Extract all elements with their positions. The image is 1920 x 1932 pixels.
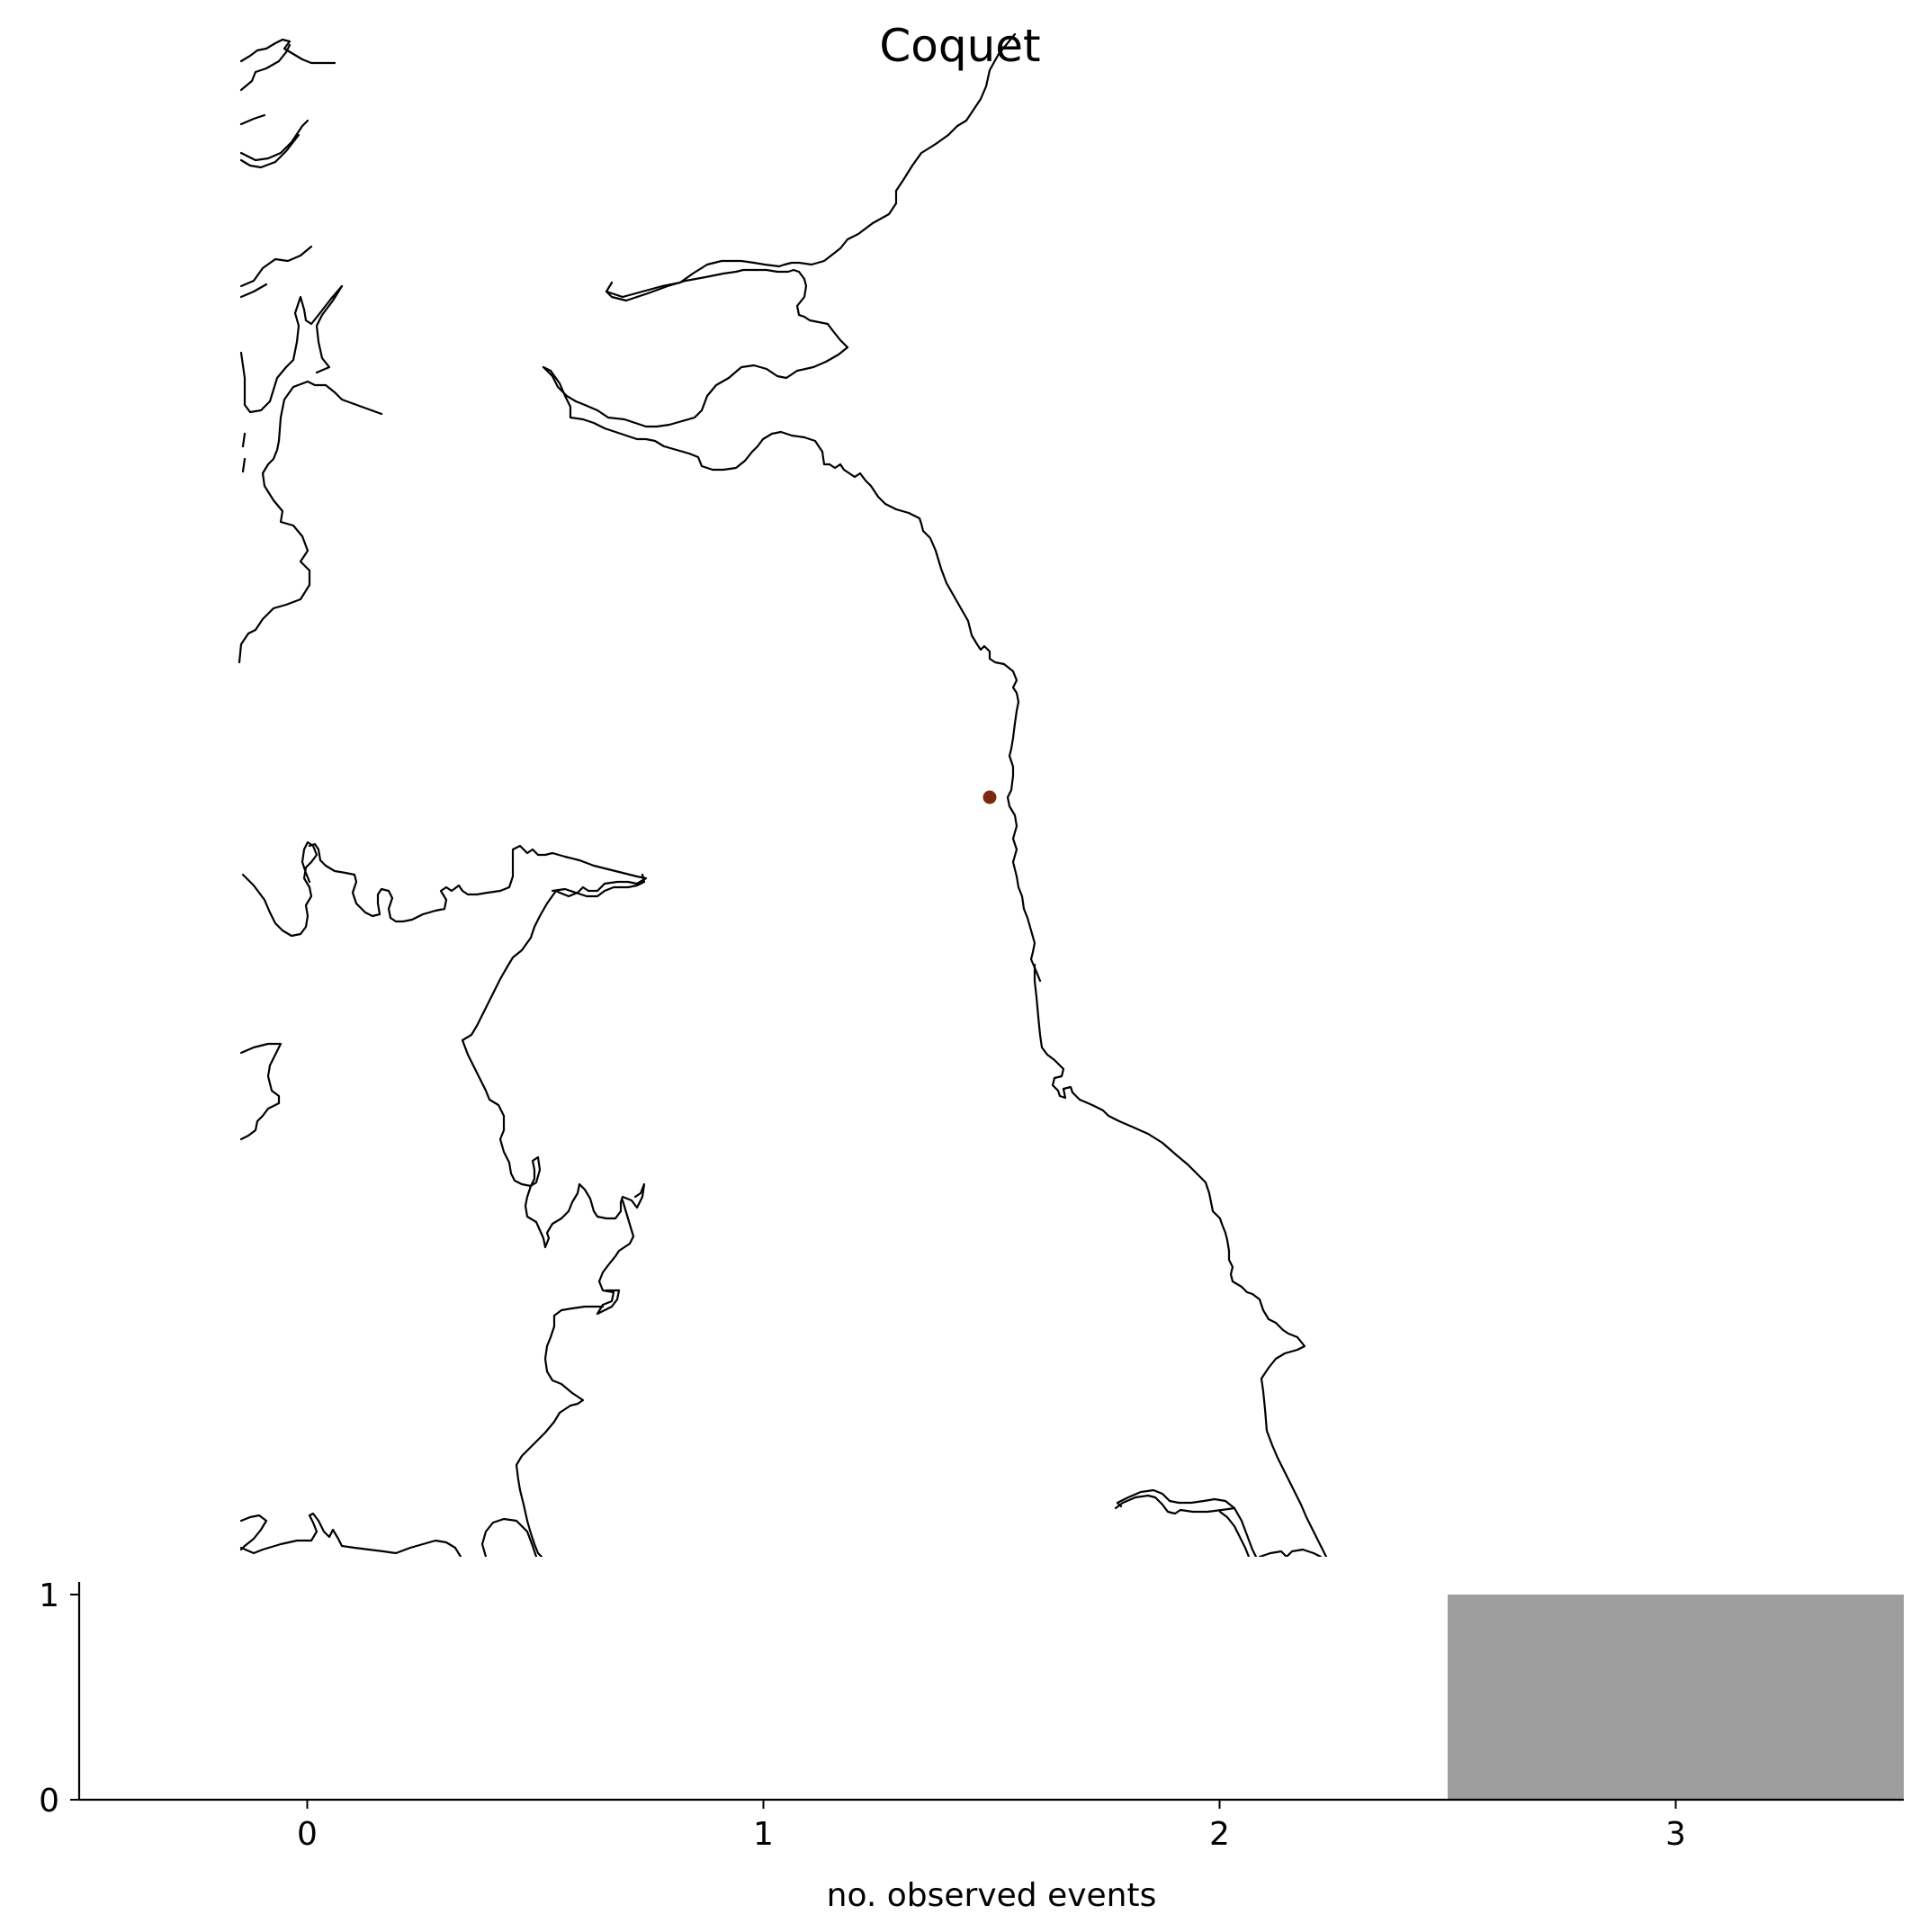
y-tick-label: 1 bbox=[39, 1577, 59, 1614]
coast-segment bbox=[241, 840, 319, 938]
site-marker bbox=[982, 790, 997, 804]
coast-segment bbox=[239, 284, 344, 414]
coast-segment bbox=[1258, 1550, 1288, 1557]
coast-segment bbox=[542, 268, 849, 428]
map-title: Coquet bbox=[879, 20, 1041, 72]
x-tick-label: 0 bbox=[297, 1816, 318, 1853]
coast-segment bbox=[308, 842, 648, 923]
coast-segment bbox=[239, 38, 336, 65]
coast-segment bbox=[239, 1514, 268, 1551]
coast-segment bbox=[239, 43, 292, 92]
coast-segment bbox=[542, 365, 1042, 983]
coast-segment bbox=[239, 1512, 462, 1557]
coast-segment bbox=[239, 1042, 283, 1141]
y-tick-label: 0 bbox=[39, 1783, 59, 1820]
coast-segment bbox=[596, 1199, 635, 1316]
coast-segment bbox=[239, 283, 268, 299]
coast-segment bbox=[239, 245, 313, 288]
coastline-map bbox=[238, 32, 1328, 1557]
coast-segment bbox=[461, 889, 646, 1249]
coast-segment bbox=[241, 457, 247, 473]
x-tick-label: 2 bbox=[1209, 1816, 1230, 1853]
coast-segment bbox=[515, 1305, 605, 1557]
x-tick-label: 3 bbox=[1665, 1816, 1686, 1853]
coast-segment bbox=[239, 119, 310, 162]
coast-segment bbox=[1218, 1510, 1251, 1557]
histogram-chart: 0 1 2 3 0 1 no. observed events bbox=[39, 1577, 1904, 1914]
x-axis-label: no. observed events bbox=[827, 1877, 1157, 1914]
x-tick-label: 1 bbox=[753, 1816, 774, 1853]
coast-segment bbox=[1233, 1506, 1258, 1557]
coast-segment bbox=[238, 380, 383, 664]
coast-segment bbox=[480, 1517, 538, 1557]
coast-segment bbox=[239, 133, 301, 169]
coast-segment bbox=[551, 873, 646, 898]
coast-segment bbox=[1114, 1488, 1236, 1515]
coast-segment bbox=[315, 284, 344, 374]
coast-segment bbox=[241, 432, 247, 448]
coast-segment bbox=[239, 113, 266, 126]
coast-segment bbox=[1033, 963, 1328, 1557]
coast-segment bbox=[1285, 1548, 1323, 1557]
bar-3 bbox=[1448, 1595, 1904, 1800]
coast-segment bbox=[605, 32, 1017, 299]
